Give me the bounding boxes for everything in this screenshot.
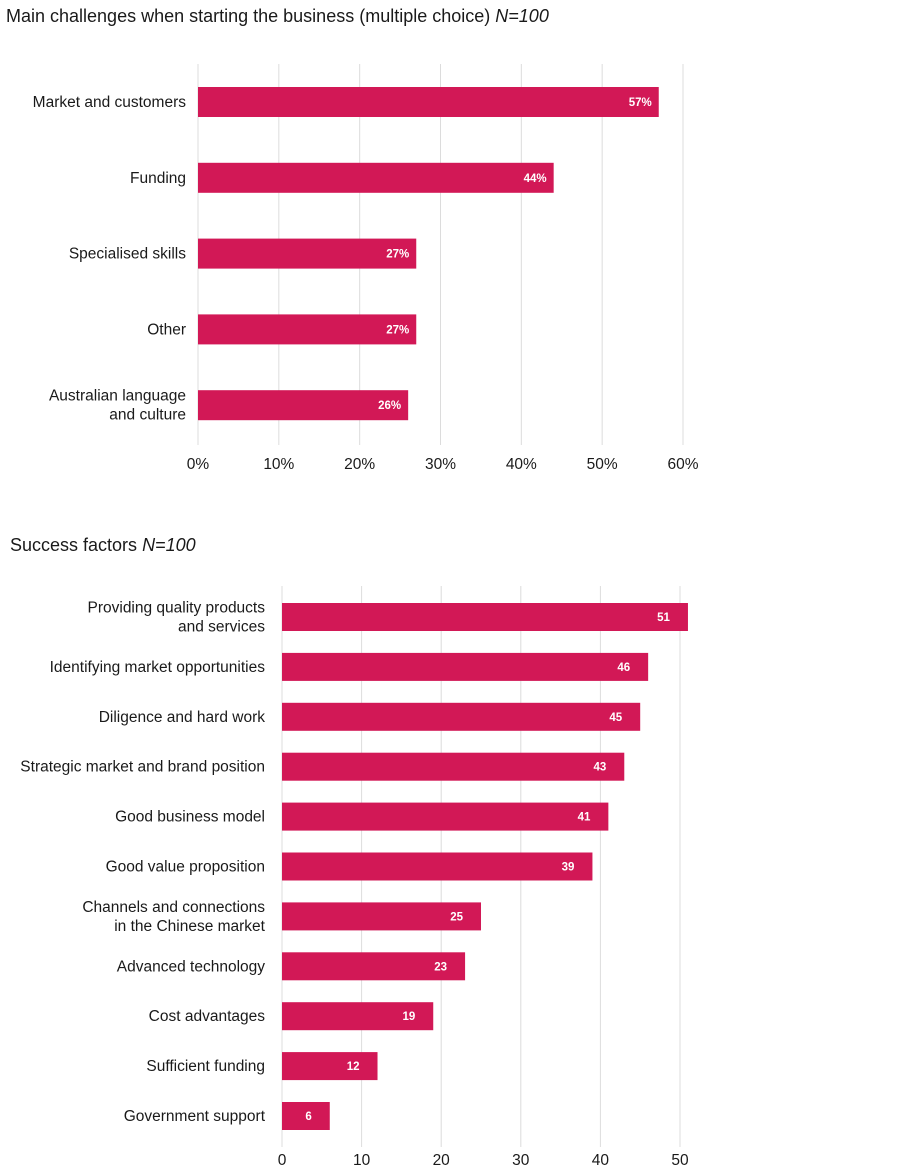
category-label: Strategic market and brand position — [20, 759, 265, 776]
x-tick-label: 60% — [667, 456, 698, 473]
category-label: Identifying market opportunities — [50, 659, 266, 676]
x-tick-label: 40 — [592, 1152, 610, 1169]
bar — [282, 1052, 378, 1081]
data-label: 57% — [629, 97, 652, 109]
bar — [282, 1102, 330, 1130]
category-label: Channels and connections — [82, 899, 265, 916]
data-label: 45 — [609, 712, 622, 724]
bar — [282, 902, 481, 931]
data-label: 6 — [305, 1111, 311, 1123]
bar — [282, 702, 641, 731]
data-label: 19 — [402, 1011, 415, 1023]
x-tick-label: 0% — [187, 456, 210, 473]
x-tick-label: 10 — [353, 1152, 371, 1169]
category-label: Good value proposition — [106, 859, 265, 876]
chart-1-challenges: 0% 10% 20% 30% 40% 50% 60% 57% Market and custom… — [33, 64, 699, 473]
data-label: 12 — [347, 1061, 360, 1073]
x-tick-label: 0 — [278, 1152, 287, 1169]
bar — [198, 162, 554, 193]
x-tick-label: 40% — [506, 456, 537, 473]
category-label: Good business model — [115, 809, 265, 826]
bar — [282, 852, 593, 881]
category-label: Other — [147, 321, 186, 338]
data-label: 27% — [386, 249, 409, 261]
bar — [198, 314, 417, 345]
category-label: Specialised skills — [69, 246, 186, 263]
data-label: 25 — [450, 911, 463, 923]
data-label: 44% — [524, 173, 547, 185]
x-tick-label: 30 — [512, 1152, 530, 1169]
bar — [282, 652, 649, 681]
bar — [198, 238, 417, 269]
category-label: Funding — [130, 170, 186, 187]
data-label: 46 — [617, 662, 630, 674]
category-label: Government support — [124, 1108, 266, 1125]
category-label: in the Chinese market — [114, 918, 265, 935]
bar — [282, 1002, 434, 1031]
x-tick-label: 10% — [263, 456, 294, 473]
category-label: Advanced technology — [117, 958, 265, 975]
category-label: Australian language — [49, 388, 186, 405]
chart-1-title: Main challenges when starting the busine… — [6, 6, 549, 26]
x-tick-label: 50% — [587, 456, 618, 473]
category-label: Cost advantages — [149, 1008, 266, 1025]
data-label: 43 — [593, 762, 606, 774]
data-label: 51 — [657, 612, 670, 624]
data-label: 41 — [578, 812, 591, 824]
x-tick-label: 50 — [671, 1152, 689, 1169]
x-tick-label: 20 — [433, 1152, 451, 1169]
category-label: Sufficient funding — [146, 1058, 265, 1075]
data-label: 26% — [378, 400, 401, 412]
category-label: Providing quality products — [88, 600, 266, 617]
category-label: Diligence and hard work — [99, 709, 266, 726]
bar — [282, 952, 466, 981]
bar — [198, 87, 659, 117]
x-tick-label: 20% — [344, 456, 375, 473]
bar — [282, 802, 609, 831]
data-label: 23 — [434, 961, 447, 973]
data-label: 27% — [386, 324, 409, 336]
bar — [198, 390, 409, 421]
data-label: 39 — [562, 862, 575, 874]
bar — [282, 603, 688, 631]
chart-2-title: Success factors N=100 — [10, 535, 196, 555]
category-label: and culture — [109, 407, 186, 424]
category-label: and services — [178, 619, 265, 636]
category-label: Market and customers — [33, 94, 187, 111]
x-tick-label: 30% — [425, 456, 456, 473]
bar — [282, 752, 625, 781]
